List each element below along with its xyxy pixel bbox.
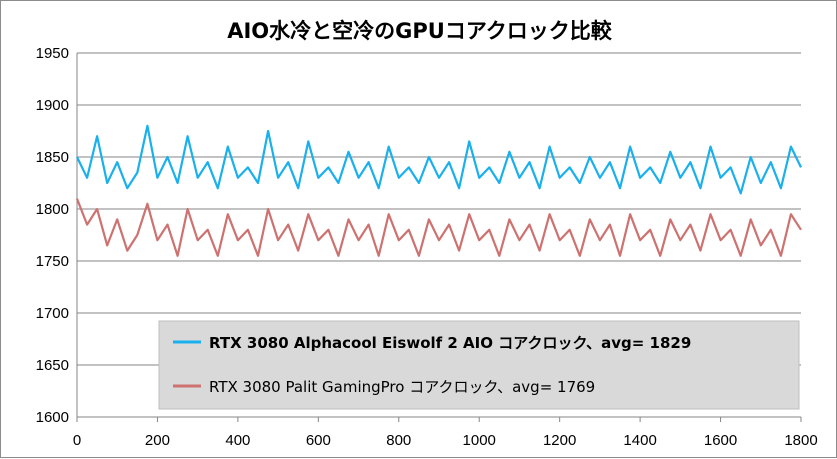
x-tick-label: 400 [225, 432, 250, 449]
x-tick-label: 0 [73, 432, 81, 449]
y-tick-label: 1650 [36, 357, 69, 374]
y-tick-label: 1750 [36, 253, 69, 270]
x-tick-label: 200 [145, 432, 170, 449]
series-line-2 [75, 198, 802, 257]
x-tick-label: 1200 [543, 432, 576, 449]
y-tick-label: 1800 [36, 201, 69, 218]
y-tick-label: 1900 [36, 97, 69, 114]
x-tick-label: 1000 [463, 432, 496, 449]
y-tick-label: 1850 [36, 149, 69, 166]
y-tick-label: 1600 [36, 409, 69, 426]
x-tick-label: 1400 [623, 432, 656, 449]
legend-label-1: RTX 3080 Alphacool Eiswolf 2 AIO コアクロック、… [209, 334, 691, 352]
chart-title: AIO水冷と空冷のGPUコアクロック比較 [227, 19, 612, 43]
x-tick-label: 600 [306, 432, 331, 449]
y-tick-label: 1950 [36, 45, 69, 62]
x-tick-label: 1800 [784, 432, 817, 449]
legend [158, 320, 800, 410]
x-tick-label: 1600 [704, 432, 737, 449]
y-tick-label: 1700 [36, 305, 69, 322]
legend-label-2: RTX 3080 Palit GamingPro コアクロック、avg= 176… [209, 378, 595, 396]
series-line-1 [76, 124, 802, 195]
x-tick-label: 800 [386, 432, 411, 449]
